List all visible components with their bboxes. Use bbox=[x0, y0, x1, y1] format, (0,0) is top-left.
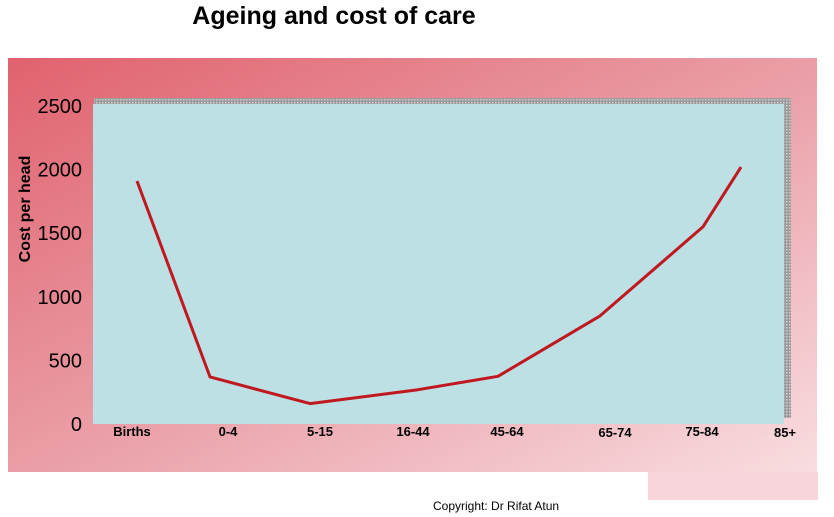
plot-depth-right bbox=[784, 98, 791, 418]
y-tick-label: 500 bbox=[49, 350, 82, 372]
y-tick-label: 2000 bbox=[38, 160, 83, 182]
x-tick-label: 0-4 bbox=[219, 424, 239, 439]
x-axis: Births 0-4 5-15 16-44 45-64 65-74 75-84 85+ bbox=[113, 424, 796, 440]
y-axis: 0 500 1000 1500 2000 2500 bbox=[38, 96, 83, 436]
y-axis-label: Cost per head bbox=[17, 156, 34, 263]
plot-area bbox=[93, 104, 784, 424]
chart-title: Ageing and cost of care bbox=[192, 2, 476, 30]
x-tick-label: 65-74 bbox=[598, 425, 632, 440]
frame-notch bbox=[648, 472, 818, 500]
plot-depth-top bbox=[94, 98, 791, 104]
y-tick-label: 2500 bbox=[38, 96, 83, 118]
x-tick-label: 85+ bbox=[774, 425, 796, 440]
x-tick-label: 5-15 bbox=[307, 424, 333, 439]
x-tick-label: 45-64 bbox=[490, 424, 524, 439]
y-tick-label: 1500 bbox=[38, 223, 83, 245]
copyright-note: Copyright: Dr Rifat Atun bbox=[433, 499, 560, 513]
x-tick-label: Births bbox=[113, 424, 151, 439]
x-tick-label: 16-44 bbox=[396, 424, 430, 439]
x-tick-label: 75-84 bbox=[685, 424, 719, 439]
y-tick-label: 0 bbox=[71, 414, 82, 436]
y-tick-label: 1000 bbox=[38, 287, 83, 309]
series-line bbox=[135, 166, 743, 406]
series-layer bbox=[135, 166, 743, 406]
